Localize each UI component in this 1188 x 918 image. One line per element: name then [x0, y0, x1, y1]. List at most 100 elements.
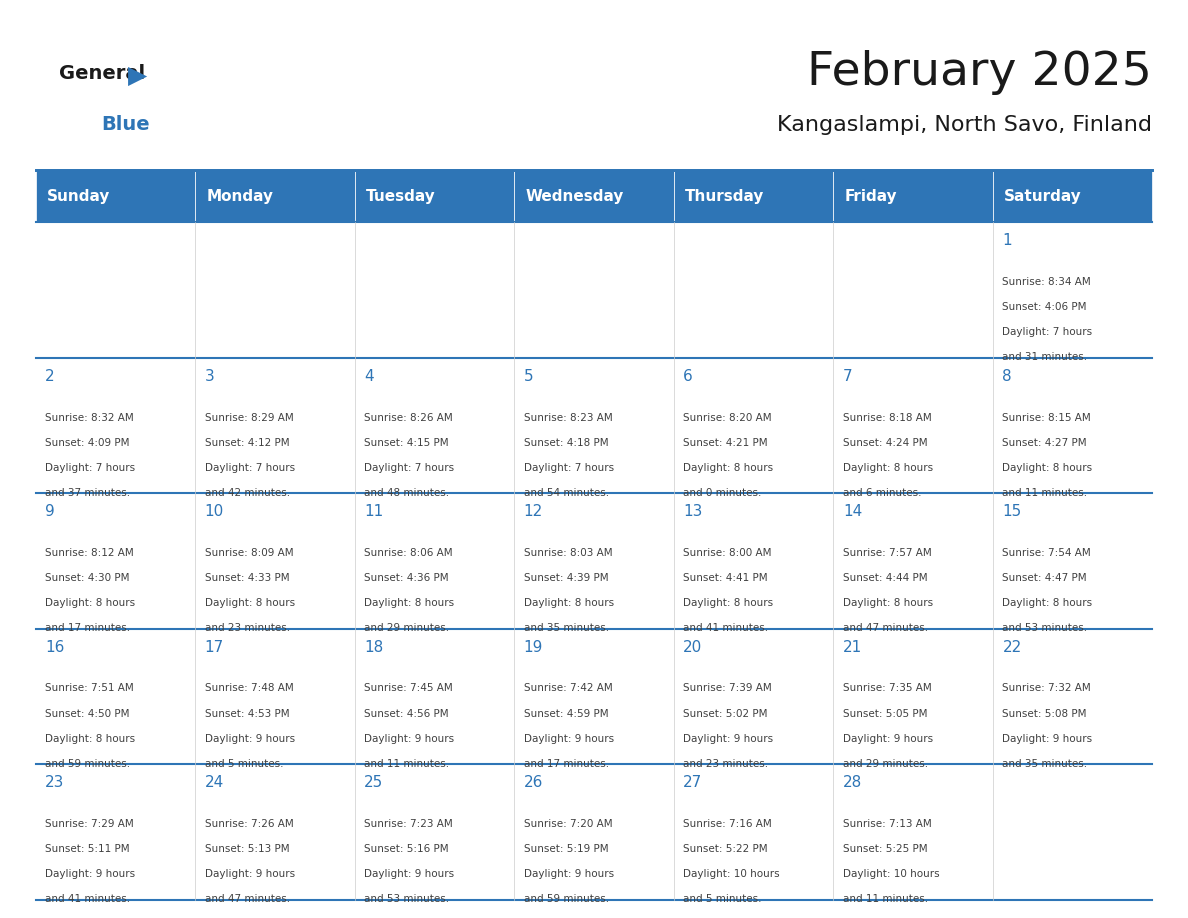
Text: Daylight: 7 hours: Daylight: 7 hours	[45, 463, 135, 473]
Bar	[514, 493, 674, 629]
Text: Friday: Friday	[845, 188, 897, 204]
Text: and 53 minutes.: and 53 minutes.	[1003, 623, 1087, 633]
Bar	[195, 358, 355, 493]
Text: 10: 10	[204, 504, 225, 520]
Text: Sunrise: 7:48 AM: Sunrise: 7:48 AM	[204, 684, 293, 693]
Text: and 59 minutes.: and 59 minutes.	[45, 758, 131, 768]
Text: Sunset: 4:56 PM: Sunset: 4:56 PM	[365, 709, 449, 719]
Bar	[514, 764, 674, 900]
Text: Daylight: 9 hours: Daylight: 9 hours	[365, 733, 454, 744]
Text: and 0 minutes.: and 0 minutes.	[683, 487, 762, 498]
Text: and 54 minutes.: and 54 minutes.	[524, 487, 609, 498]
Text: Daylight: 9 hours: Daylight: 9 hours	[204, 733, 295, 744]
Text: Sunrise: 7:57 AM: Sunrise: 7:57 AM	[842, 548, 931, 558]
Text: Sunset: 4:09 PM: Sunset: 4:09 PM	[45, 438, 129, 448]
Text: Daylight: 9 hours: Daylight: 9 hours	[842, 733, 933, 744]
Text: and 23 minutes.: and 23 minutes.	[683, 758, 769, 768]
Text: and 59 minutes.: and 59 minutes.	[524, 894, 609, 904]
Text: Sunrise: 7:39 AM: Sunrise: 7:39 AM	[683, 684, 772, 693]
Text: Sunrise: 8:26 AM: Sunrise: 8:26 AM	[365, 412, 453, 422]
Text: Sunset: 4:39 PM: Sunset: 4:39 PM	[524, 573, 608, 583]
Text: Sunset: 5:05 PM: Sunset: 5:05 PM	[842, 709, 928, 719]
Text: Daylight: 8 hours: Daylight: 8 hours	[45, 599, 135, 608]
Text: Sunrise: 8:09 AM: Sunrise: 8:09 AM	[204, 548, 293, 558]
Bar	[195, 493, 355, 629]
Text: Sunrise: 7:35 AM: Sunrise: 7:35 AM	[842, 684, 931, 693]
Text: Sunrise: 8:03 AM: Sunrise: 8:03 AM	[524, 548, 613, 558]
Text: Daylight: 8 hours: Daylight: 8 hours	[683, 463, 773, 473]
Bar	[993, 629, 1152, 764]
Text: Sunrise: 8:12 AM: Sunrise: 8:12 AM	[45, 548, 134, 558]
Text: ▶: ▶	[128, 64, 147, 88]
Text: and 11 minutes.: and 11 minutes.	[1003, 487, 1087, 498]
Text: Daylight: 9 hours: Daylight: 9 hours	[365, 869, 454, 879]
Text: and 35 minutes.: and 35 minutes.	[1003, 758, 1087, 768]
Text: 25: 25	[365, 775, 384, 790]
Text: 15: 15	[1003, 504, 1022, 520]
Bar	[514, 222, 674, 358]
Bar	[993, 493, 1152, 629]
Text: Sunset: 5:08 PM: Sunset: 5:08 PM	[1003, 709, 1087, 719]
Bar	[195, 629, 355, 764]
Text: Sunrise: 7:13 AM: Sunrise: 7:13 AM	[842, 819, 931, 829]
Text: 19: 19	[524, 640, 543, 655]
Text: and 35 minutes.: and 35 minutes.	[524, 623, 609, 633]
Text: Sunrise: 7:42 AM: Sunrise: 7:42 AM	[524, 684, 613, 693]
Bar	[36, 170, 195, 222]
Text: Sunset: 4:21 PM: Sunset: 4:21 PM	[683, 438, 767, 448]
Text: Daylight: 7 hours: Daylight: 7 hours	[204, 463, 295, 473]
Text: General: General	[59, 64, 145, 84]
Text: Daylight: 9 hours: Daylight: 9 hours	[1003, 733, 1093, 744]
Text: Sunrise: 8:18 AM: Sunrise: 8:18 AM	[842, 412, 931, 422]
Text: 16: 16	[45, 640, 64, 655]
Text: Sunset: 4:18 PM: Sunset: 4:18 PM	[524, 438, 608, 448]
Text: Daylight: 9 hours: Daylight: 9 hours	[683, 733, 773, 744]
Bar	[993, 358, 1152, 493]
Text: and 11 minutes.: and 11 minutes.	[842, 894, 928, 904]
Text: Daylight: 9 hours: Daylight: 9 hours	[204, 869, 295, 879]
Bar	[833, 493, 993, 629]
Text: 28: 28	[842, 775, 862, 790]
Text: Sunrise: 8:29 AM: Sunrise: 8:29 AM	[204, 412, 293, 422]
Text: 8: 8	[1003, 369, 1012, 384]
Text: Daylight: 8 hours: Daylight: 8 hours	[365, 599, 454, 608]
Text: Sunrise: 7:51 AM: Sunrise: 7:51 AM	[45, 684, 134, 693]
Text: Daylight: 9 hours: Daylight: 9 hours	[524, 869, 614, 879]
Bar	[36, 222, 195, 358]
Text: Daylight: 10 hours: Daylight: 10 hours	[842, 869, 940, 879]
Text: Sunset: 4:24 PM: Sunset: 4:24 PM	[842, 438, 928, 448]
Bar	[36, 629, 195, 764]
Bar	[514, 629, 674, 764]
Text: 18: 18	[365, 640, 384, 655]
Text: 17: 17	[204, 640, 225, 655]
Bar	[833, 629, 993, 764]
Text: Daylight: 8 hours: Daylight: 8 hours	[842, 463, 933, 473]
Text: and 29 minutes.: and 29 minutes.	[365, 623, 449, 633]
Bar	[833, 170, 993, 222]
Bar	[195, 170, 355, 222]
Text: Tuesday: Tuesday	[366, 188, 436, 204]
Bar	[993, 764, 1152, 900]
Text: Daylight: 8 hours: Daylight: 8 hours	[1003, 463, 1093, 473]
Text: 2: 2	[45, 369, 55, 384]
Text: Daylight: 8 hours: Daylight: 8 hours	[683, 599, 773, 608]
Text: and 29 minutes.: and 29 minutes.	[842, 758, 928, 768]
Bar	[355, 358, 514, 493]
Text: Sunset: 4:33 PM: Sunset: 4:33 PM	[204, 573, 290, 583]
Text: Daylight: 7 hours: Daylight: 7 hours	[1003, 327, 1093, 337]
Text: Sunrise: 8:06 AM: Sunrise: 8:06 AM	[365, 548, 453, 558]
Text: Daylight: 9 hours: Daylight: 9 hours	[524, 733, 614, 744]
Bar	[514, 170, 674, 222]
Text: Sunrise: 8:00 AM: Sunrise: 8:00 AM	[683, 548, 772, 558]
Text: Sunset: 4:06 PM: Sunset: 4:06 PM	[1003, 302, 1087, 312]
Text: Sunrise: 8:23 AM: Sunrise: 8:23 AM	[524, 412, 613, 422]
Text: 21: 21	[842, 640, 862, 655]
Text: and 31 minutes.: and 31 minutes.	[1003, 353, 1087, 363]
Text: Sunset: 5:11 PM: Sunset: 5:11 PM	[45, 844, 129, 854]
Text: Sunrise: 7:45 AM: Sunrise: 7:45 AM	[365, 684, 453, 693]
Text: Sunset: 5:25 PM: Sunset: 5:25 PM	[842, 844, 928, 854]
Text: 4: 4	[365, 369, 374, 384]
Bar	[833, 222, 993, 358]
Bar	[993, 170, 1152, 222]
Text: Sunset: 4:27 PM: Sunset: 4:27 PM	[1003, 438, 1087, 448]
